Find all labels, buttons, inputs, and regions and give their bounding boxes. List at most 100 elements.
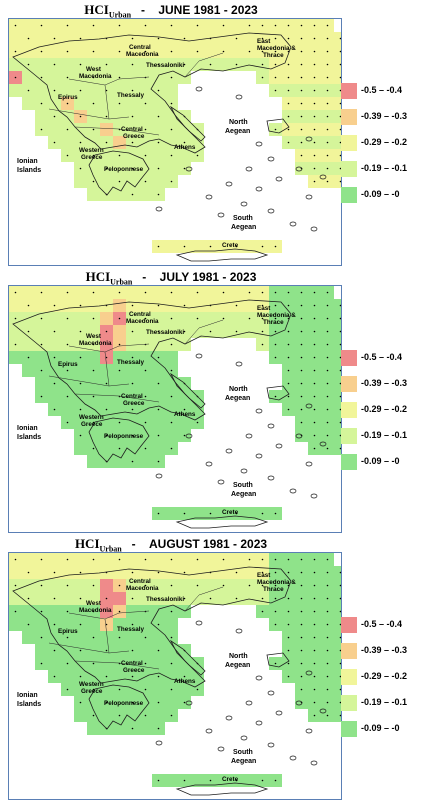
grid-cell xyxy=(48,390,61,403)
significance-dot xyxy=(131,649,134,652)
significance-dot xyxy=(170,76,173,79)
legend-label: -0.29 – -0.2 xyxy=(361,137,408,147)
island-outline xyxy=(267,156,275,162)
region-label: Central xyxy=(121,126,143,133)
grid-cell xyxy=(139,618,152,631)
significance-dot xyxy=(27,304,30,307)
significance-dot xyxy=(222,291,225,294)
grid-cell xyxy=(334,325,341,338)
legend-swatch xyxy=(341,695,357,711)
region-label: Athens xyxy=(174,678,196,685)
island-outline xyxy=(155,206,163,212)
significance-dot xyxy=(313,649,316,652)
significance-dot xyxy=(235,37,238,40)
grid-cell xyxy=(334,657,341,670)
grid-cell xyxy=(74,605,87,618)
grid-cell xyxy=(152,579,165,592)
region-border xyxy=(74,660,160,670)
significance-dot xyxy=(118,584,121,587)
grid-cell xyxy=(113,696,126,709)
grid-cell xyxy=(139,592,152,605)
grid-cell xyxy=(48,312,61,325)
grid-cell xyxy=(35,325,48,338)
significance-dot xyxy=(300,141,303,144)
island-outline xyxy=(289,755,297,761)
grid-cell xyxy=(217,299,230,312)
region-label: Macedonia & xyxy=(257,579,296,586)
significance-dot xyxy=(339,701,341,704)
legend-label: -0.19 – -0.1 xyxy=(361,163,408,173)
significance-dot xyxy=(274,571,277,574)
grid-cell xyxy=(87,455,100,468)
region-label: Ionian xyxy=(17,425,38,432)
grid-cell xyxy=(217,566,230,579)
significance-dot xyxy=(339,636,341,639)
significance-dot xyxy=(287,571,290,574)
significance-dot xyxy=(79,89,82,92)
island-outline xyxy=(255,453,263,459)
significance-dot xyxy=(157,330,160,333)
region-border xyxy=(184,52,224,78)
region-label: Crete xyxy=(222,242,239,249)
significance-dot xyxy=(261,597,264,600)
grid-cell xyxy=(87,696,100,709)
significance-dot xyxy=(40,24,43,27)
significance-dot xyxy=(170,421,173,424)
significance-dot xyxy=(326,571,329,574)
significance-dot xyxy=(326,558,329,561)
significance-dot xyxy=(92,50,95,53)
significance-dot xyxy=(326,714,329,717)
grid-cell xyxy=(152,123,165,136)
significance-dot xyxy=(27,63,30,66)
grid-cell xyxy=(139,325,152,338)
grid-cell xyxy=(100,149,113,162)
significance-dot xyxy=(66,128,69,131)
grid-cell xyxy=(334,175,341,188)
grid-cell xyxy=(178,416,191,429)
significance-dot xyxy=(157,408,160,411)
grid-cell xyxy=(100,45,113,58)
significance-dot xyxy=(105,141,108,144)
region-label: Greece xyxy=(81,154,103,161)
region-label: North xyxy=(229,386,248,393)
grid-cell xyxy=(334,390,341,403)
significance-dot xyxy=(53,408,56,411)
significance-dot xyxy=(27,89,30,92)
significance-dot xyxy=(287,343,290,346)
significance-dot xyxy=(157,356,160,359)
island-outline xyxy=(275,443,283,449)
grid-cell xyxy=(35,58,48,71)
grid-cell xyxy=(22,71,35,84)
grid-cell xyxy=(126,442,139,455)
significance-dot xyxy=(274,76,277,79)
significance-dot xyxy=(326,701,329,704)
grid-cell xyxy=(165,58,178,71)
grid-cell xyxy=(204,579,217,592)
significance-dot xyxy=(313,714,316,717)
grid-cell xyxy=(61,58,74,71)
significance-dot xyxy=(40,584,43,587)
significance-dot xyxy=(157,675,160,678)
significance-dot xyxy=(209,779,212,782)
grid-cell xyxy=(191,403,204,416)
island-outline xyxy=(235,94,243,100)
grid-cell xyxy=(22,605,35,618)
grid-cell xyxy=(74,19,87,32)
significance-dot xyxy=(248,291,251,294)
legend-item: -0.5 – -0.4 xyxy=(341,347,437,373)
significance-dot xyxy=(313,408,316,411)
region-label: Peloponnese xyxy=(104,433,144,440)
region-label: Western xyxy=(79,414,104,421)
significance-dot xyxy=(196,558,199,561)
significance-dot xyxy=(118,421,121,424)
island-outline xyxy=(310,226,318,232)
significance-dot xyxy=(53,330,56,333)
region-label: Islands xyxy=(17,434,41,441)
region-label: East xyxy=(257,572,271,579)
grid-cell xyxy=(165,240,178,253)
significance-dot xyxy=(313,180,316,183)
grid-cell xyxy=(334,696,341,709)
significance-dot xyxy=(92,714,95,717)
region-label: Epirus xyxy=(58,94,78,101)
